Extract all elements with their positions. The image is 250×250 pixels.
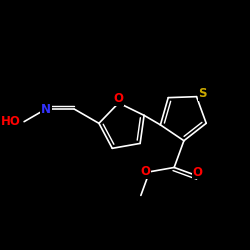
Text: O: O bbox=[114, 92, 124, 106]
Text: S: S bbox=[198, 88, 207, 101]
Text: N: N bbox=[41, 102, 51, 116]
Text: HO: HO bbox=[1, 115, 21, 128]
Text: O: O bbox=[140, 165, 150, 178]
Text: O: O bbox=[193, 166, 203, 178]
